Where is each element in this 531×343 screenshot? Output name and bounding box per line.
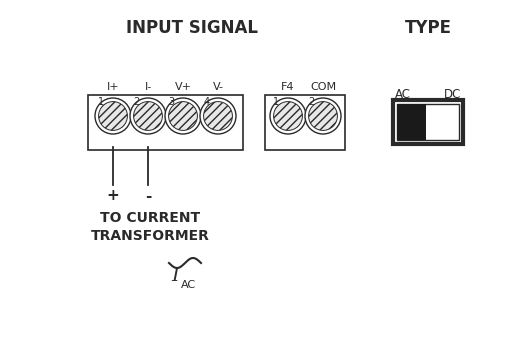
Text: F4: F4 bbox=[281, 82, 295, 92]
Text: V-: V- bbox=[212, 82, 224, 92]
Ellipse shape bbox=[273, 102, 302, 130]
Text: I-: I- bbox=[144, 82, 152, 92]
Bar bbox=[265, 95, 345, 150]
Text: 2: 2 bbox=[308, 97, 314, 107]
Ellipse shape bbox=[130, 98, 166, 134]
Bar bbox=[397, 104, 459, 140]
Text: TRANSFORMER: TRANSFORMER bbox=[91, 229, 209, 243]
Bar bbox=[88, 95, 243, 150]
Text: 1: 1 bbox=[273, 97, 279, 107]
Ellipse shape bbox=[309, 102, 337, 130]
Ellipse shape bbox=[270, 98, 306, 134]
Text: +: + bbox=[107, 189, 119, 203]
Bar bbox=[393, 100, 463, 144]
Text: AC: AC bbox=[395, 88, 411, 102]
Text: COM: COM bbox=[310, 82, 336, 92]
Text: AC: AC bbox=[181, 280, 196, 290]
Text: I+: I+ bbox=[107, 82, 119, 92]
Text: TYPE: TYPE bbox=[405, 19, 451, 37]
Text: INPUT SIGNAL: INPUT SIGNAL bbox=[126, 19, 258, 37]
Ellipse shape bbox=[165, 98, 201, 134]
Text: TO CURRENT: TO CURRENT bbox=[100, 211, 200, 225]
Ellipse shape bbox=[99, 102, 127, 130]
Text: 4: 4 bbox=[203, 97, 209, 107]
Ellipse shape bbox=[200, 98, 236, 134]
Ellipse shape bbox=[169, 102, 198, 130]
Text: I: I bbox=[172, 267, 179, 285]
Text: 1: 1 bbox=[98, 97, 105, 107]
Ellipse shape bbox=[305, 98, 341, 134]
Text: DC: DC bbox=[443, 88, 461, 102]
Text: -: - bbox=[145, 189, 151, 203]
Bar bbox=[397, 104, 426, 140]
Ellipse shape bbox=[95, 98, 131, 134]
Text: 3: 3 bbox=[168, 97, 174, 107]
Ellipse shape bbox=[203, 102, 233, 130]
Text: 2: 2 bbox=[133, 97, 140, 107]
Ellipse shape bbox=[134, 102, 162, 130]
Text: V+: V+ bbox=[175, 82, 192, 92]
